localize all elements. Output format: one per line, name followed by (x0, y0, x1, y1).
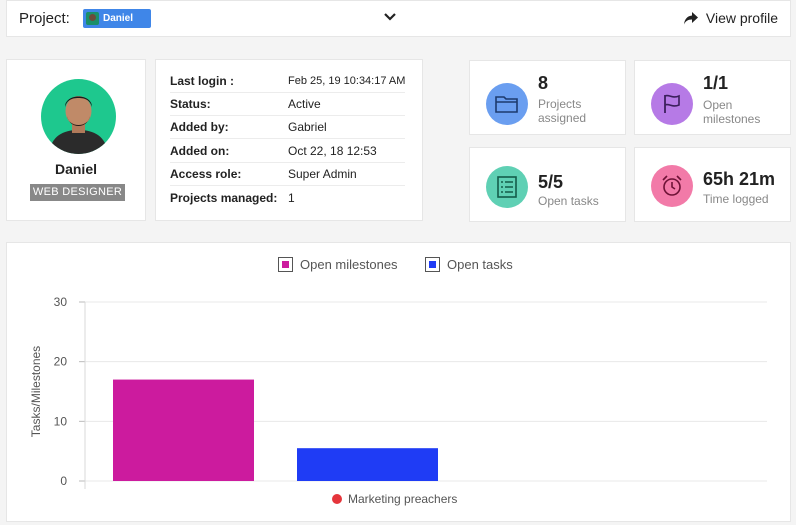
stat-card-time[interactable]: 65h 21m Time logged (634, 147, 791, 222)
category-marker (332, 494, 342, 504)
detail-value: Active (288, 97, 321, 111)
detail-row-added-on: Added on: Oct 22, 18 12:53 (170, 140, 405, 163)
legend-swatch (425, 257, 440, 272)
detail-key: Status: (170, 97, 211, 111)
legend-color (429, 261, 436, 268)
detail-row-added-by: Added by: Gabriel (170, 116, 405, 139)
project-avatar (86, 12, 99, 25)
chevron-down-icon[interactable] (383, 10, 397, 24)
folder-icon (486, 83, 528, 125)
legend-color (282, 261, 289, 268)
stat-label: Time logged (703, 192, 769, 206)
role-badge: WEB DESIGNER (30, 184, 125, 201)
y-tick-label: 30 (54, 295, 68, 309)
bar-open-milestones (113, 379, 254, 481)
legend-swatch (278, 257, 293, 272)
stat-value: 65h 21m (703, 169, 776, 189)
detail-key: Added by: (170, 120, 229, 134)
detail-key: Last login : (170, 74, 234, 88)
stat-label: Open tasks (538, 194, 599, 208)
y-axis-label: Tasks/Milestones (29, 346, 43, 437)
y-tick-label: 10 (54, 414, 68, 428)
stat-value: 1/1 (703, 73, 729, 93)
stat-card-tasks[interactable]: 5/5 Open tasks (469, 147, 626, 222)
y-tick-label: 0 (60, 474, 67, 488)
bar-open-tasks (297, 448, 438, 481)
project-bar: Project: Daniel View profile (6, 0, 791, 37)
stat-value: 5/5 (538, 172, 564, 192)
detail-value: 1 (288, 191, 295, 205)
tasklist-icon (486, 166, 528, 208)
view-profile-link[interactable]: View profile (683, 10, 778, 26)
detail-value: Oct 22, 18 12:53 (288, 144, 377, 158)
stat-card-projects[interactable]: 8 Projects assigned (469, 60, 626, 135)
chart-plot: 0 10 20 30 Tasks/Milestones (29, 295, 767, 489)
flag-icon (651, 83, 693, 125)
detail-key: Added on: (170, 144, 230, 158)
stat-card-milestones[interactable]: 1/1 Open milestones (634, 60, 791, 135)
x-category-label: Marketing preachers (332, 492, 457, 506)
detail-value: Gabriel (288, 120, 327, 134)
detail-key: Projects managed: (170, 191, 278, 205)
legend-item-open-milestones[interactable]: Open milestones (278, 257, 398, 272)
stat-value: 8 (538, 73, 549, 93)
legend-label: Open milestones (300, 257, 398, 272)
project-select[interactable]: Daniel (83, 9, 151, 28)
alarm-clock-icon (651, 165, 693, 207)
view-profile-label: View profile (705, 10, 778, 26)
stat-label: Open milestones (703, 98, 761, 126)
user-details-card: Last login : Feb 25, 19 10:34:17 AM Stat… (155, 59, 423, 221)
detail-value: Super Admin (288, 167, 357, 181)
detail-value: Feb 25, 19 10:34:17 AM (288, 75, 406, 87)
share-arrow-icon (683, 11, 698, 24)
profile-card: Daniel WEB DESIGNER (6, 59, 146, 221)
profile-name: Daniel (54, 161, 97, 177)
y-tick-label: 20 (54, 355, 68, 369)
legend-item-open-tasks[interactable]: Open tasks (425, 257, 513, 272)
detail-row-status: Status: Active (170, 93, 405, 116)
project-label: Project: (19, 10, 70, 27)
detail-key: Access role: (170, 167, 242, 181)
category-text: Marketing preachers (348, 492, 458, 506)
legend-label: Open tasks (447, 257, 513, 272)
avatar (41, 79, 116, 154)
detail-row-projects-managed: Projects managed: 1 (170, 187, 405, 210)
stat-label: Projects assigned (538, 97, 587, 125)
tasks-milestones-chart: Open milestones Open tasks 0 10 20 30 Tasks/… (6, 242, 791, 522)
detail-row-access-role: Access role: Super Admin (170, 163, 405, 186)
project-select-value: Daniel (103, 13, 134, 24)
detail-row-last-login: Last login : Feb 25, 19 10:34:17 AM (170, 70, 405, 93)
